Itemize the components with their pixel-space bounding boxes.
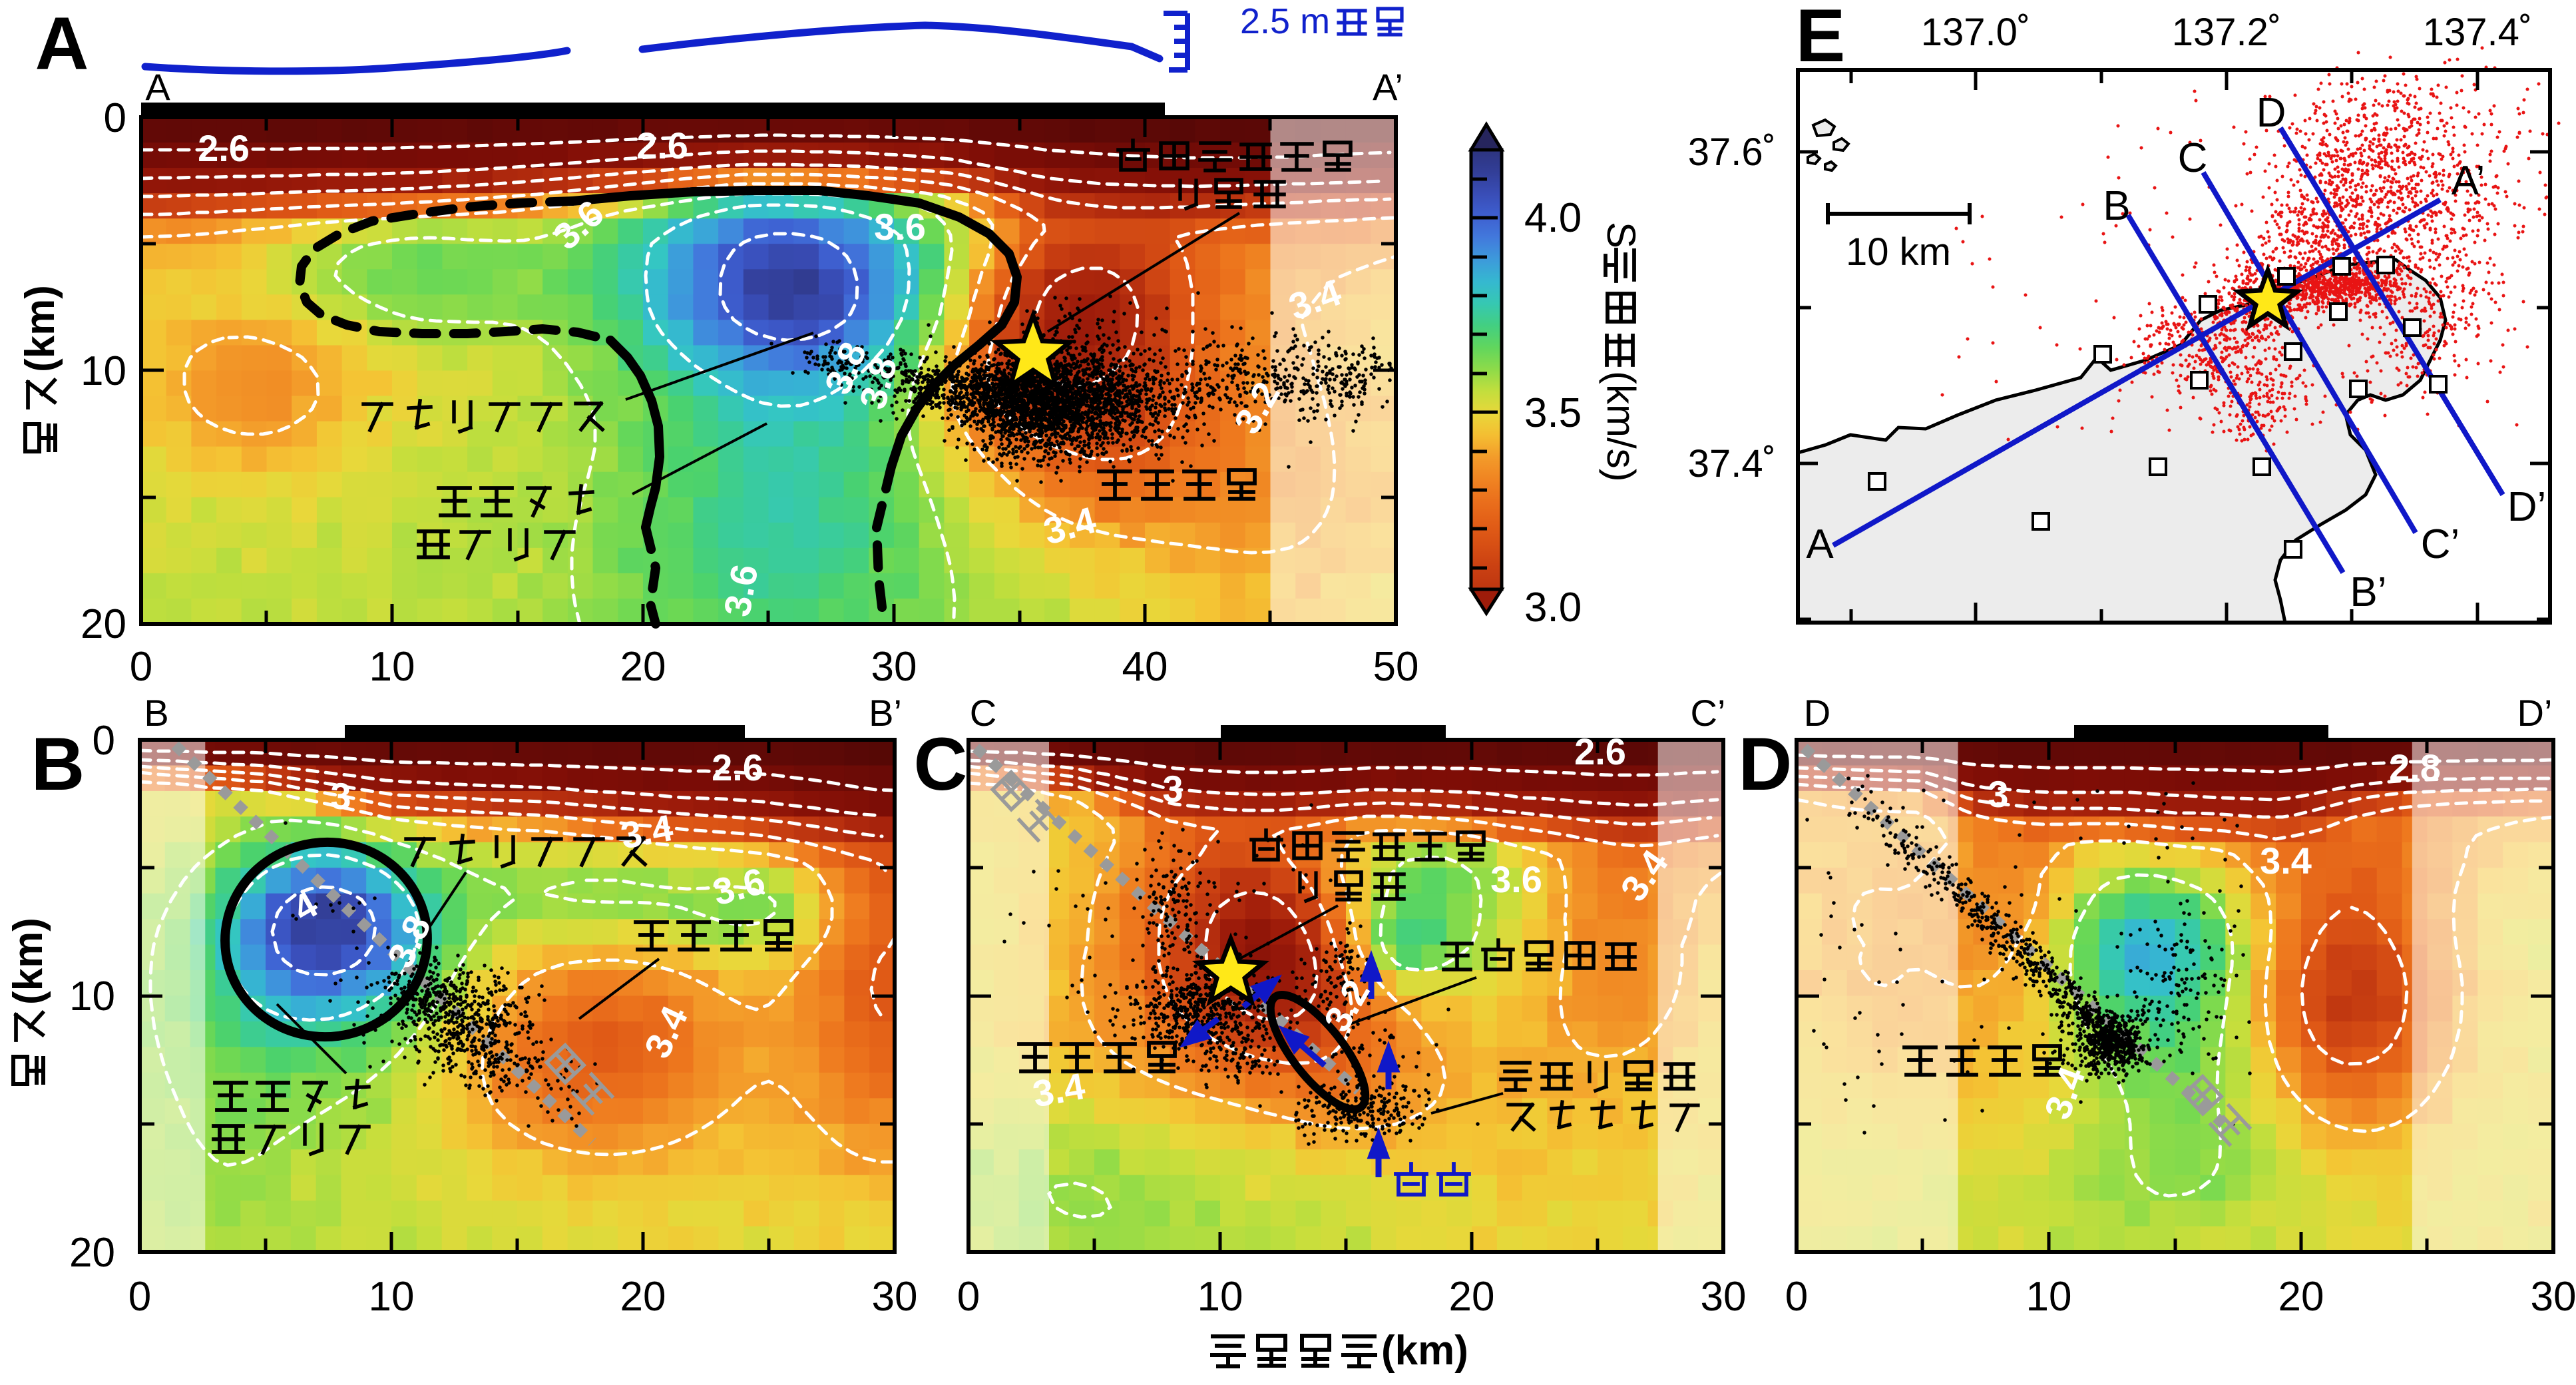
svg-text:C: C: [2178, 135, 2208, 181]
svg-text:37.6˚: 37.6˚: [1688, 131, 1776, 174]
svg-text:(km): (km): [1381, 1328, 1468, 1374]
svg-text:20: 20: [620, 644, 666, 690]
svg-text:A: A: [35, 2, 89, 85]
svg-text:A: A: [1806, 521, 1834, 567]
svg-text:3: 3: [1162, 768, 1183, 810]
svg-text:0: 0: [128, 1274, 151, 1320]
svg-text:(km/s): (km/s): [1599, 371, 1643, 482]
svg-text:B: B: [31, 722, 85, 806]
svg-text:10: 10: [69, 973, 115, 1019]
svg-text:0: 0: [1785, 1274, 1808, 1320]
svg-text:B’: B’: [2350, 569, 2386, 615]
svg-text:3.4: 3.4: [1030, 1065, 1088, 1115]
svg-text:2.8: 2.8: [2389, 746, 2441, 788]
svg-text:3.6: 3.6: [1490, 858, 1542, 900]
svg-text:D’: D’: [2517, 692, 2553, 734]
svg-text:(km): (km): [5, 918, 51, 1005]
svg-text:A: A: [145, 66, 170, 108]
svg-text:B’: B’: [869, 692, 902, 734]
svg-text:0: 0: [957, 1274, 980, 1320]
svg-text:2.6: 2.6: [712, 746, 763, 788]
svg-text:20: 20: [620, 1274, 666, 1320]
svg-text:0: 0: [130, 644, 152, 690]
svg-text:E: E: [1796, 0, 1846, 77]
svg-text:A’: A’: [2452, 158, 2485, 204]
svg-text:B: B: [2103, 183, 2130, 229]
svg-text:137.2˚: 137.2˚: [2172, 11, 2281, 54]
svg-text:37.4˚: 37.4˚: [1688, 442, 1776, 485]
svg-text:3: 3: [1988, 773, 2008, 815]
svg-text:3.5: 3.5: [1524, 390, 1582, 436]
svg-text:30: 30: [1701, 1274, 1747, 1320]
svg-text:20: 20: [81, 601, 126, 647]
svg-text:S: S: [1599, 222, 1643, 248]
svg-text:4.0: 4.0: [1524, 195, 1582, 241]
svg-text:137.4˚: 137.4˚: [2423, 11, 2532, 54]
svg-text:(km): (km): [17, 285, 63, 372]
svg-text:3.0: 3.0: [1524, 585, 1582, 631]
svg-text:D: D: [1804, 692, 1830, 734]
svg-text:20: 20: [1449, 1274, 1495, 1320]
svg-text:D: D: [1739, 722, 1793, 806]
svg-text:3: 3: [330, 775, 351, 817]
svg-text:40: 40: [1122, 644, 1168, 690]
svg-text:2.6: 2.6: [1574, 730, 1626, 772]
svg-text:A’: A’: [1373, 66, 1403, 108]
svg-text:10 km: 10 km: [1846, 230, 1951, 274]
svg-text:3.6: 3.6: [716, 561, 766, 620]
svg-text:137.0˚: 137.0˚: [1921, 11, 2030, 54]
svg-text:0: 0: [104, 95, 126, 141]
svg-text:3.4: 3.4: [2260, 840, 2312, 882]
svg-text:C’: C’: [2421, 521, 2460, 567]
svg-text:0: 0: [93, 718, 115, 764]
svg-text:10: 10: [1197, 1274, 1243, 1320]
svg-text:30: 30: [872, 1274, 918, 1320]
svg-text:C: C: [970, 692, 996, 734]
svg-text:2.6: 2.6: [636, 125, 688, 166]
svg-text:20: 20: [2278, 1274, 2324, 1320]
svg-text:C’: C’: [1691, 692, 1726, 734]
svg-text:D’: D’: [2507, 484, 2547, 530]
svg-text:D: D: [2256, 90, 2286, 136]
svg-text:50: 50: [1373, 644, 1419, 690]
svg-text:20: 20: [69, 1230, 115, 1276]
svg-text:B: B: [144, 692, 168, 734]
svg-text:30: 30: [871, 644, 917, 690]
svg-text:10: 10: [2026, 1274, 2072, 1320]
svg-text:3.4: 3.4: [618, 806, 676, 857]
svg-text:30: 30: [2531, 1274, 2576, 1320]
svg-text:10: 10: [81, 348, 126, 394]
svg-text:10: 10: [369, 1274, 415, 1320]
svg-text:3.6: 3.6: [874, 206, 926, 248]
svg-text:2.6: 2.6: [198, 127, 250, 169]
svg-text:C: C: [914, 722, 968, 806]
svg-text:10: 10: [369, 644, 415, 690]
svg-text:2.5 m: 2.5 m: [1240, 1, 1330, 41]
